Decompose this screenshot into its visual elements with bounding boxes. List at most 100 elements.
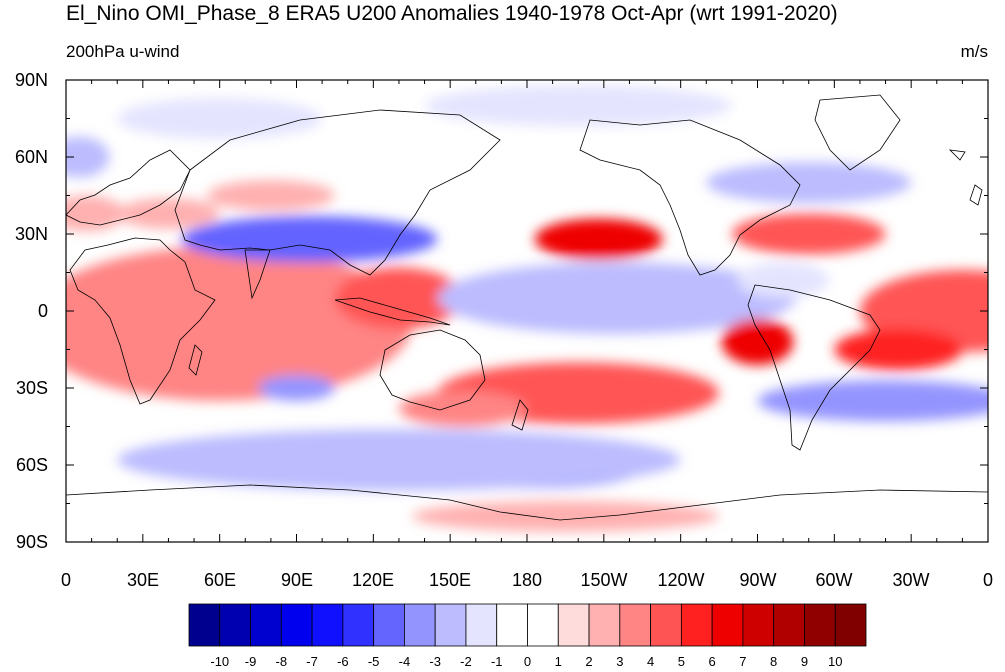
lon-label-8: 120W [657, 570, 705, 590]
map-title: El_Nino OMI_Phase_8 ERA5 U200 Anomalies … [66, 2, 838, 25]
lon-label-0: 0 [60, 570, 71, 590]
colorbar-box-8 [434, 603, 467, 647]
colorbar-label-3: -7 [306, 654, 318, 669]
colorbar-label-19: 9 [800, 654, 809, 669]
madagascar-coast [188, 344, 203, 376]
colorbar-label-8: -2 [460, 654, 472, 669]
colorbar-box-12 [557, 603, 590, 647]
colorbar [188, 603, 867, 647]
anomaly-blob-22 [834, 328, 963, 371]
india-coast [244, 249, 271, 300]
lon-label-2: 60E [203, 570, 237, 590]
colorbar-box-13 [588, 603, 621, 647]
colorbar-label-13: 3 [616, 654, 624, 669]
colorbar-box-17 [711, 603, 744, 647]
africa-coast [69, 237, 216, 405]
map-frame [65, 79, 989, 543]
colorbar-box-15 [650, 603, 682, 647]
lat-label-3: 0 [37, 301, 48, 321]
lat-label-2: 30N [14, 224, 48, 244]
colorbar-label-11: 1 [554, 654, 562, 669]
asia-coast [174, 109, 501, 276]
colorbar-label-2: -8 [275, 654, 288, 669]
indonesia-coast [334, 297, 451, 326]
colorbar-label-10: 0 [523, 654, 532, 669]
colorbar-box-1 [219, 603, 251, 647]
colorbar-label-14: 4 [646, 654, 655, 669]
lon-label-1: 30E [126, 570, 160, 590]
colorbar-label-1: -9 [244, 654, 257, 669]
lon-label-4: 120E [351, 570, 395, 590]
colorbar-label-9: -1 [490, 654, 503, 669]
anomaly-blob-3 [66, 246, 412, 401]
units-label: m/s [960, 42, 988, 61]
anomaly-field [66, 85, 988, 532]
colorbar-label-17: 7 [739, 654, 747, 669]
anomaly-blob-29 [117, 429, 681, 491]
colorbar-label-0: -10 [210, 654, 230, 669]
lat-label-4: 30S [15, 378, 48, 398]
coastlines [66, 94, 988, 521]
colorbar-box-0 [188, 603, 221, 647]
lat-label-1: 60N [14, 147, 48, 167]
colorbar-box-10 [496, 603, 528, 647]
anomaly-blob-27 [757, 380, 988, 422]
colorbar-label-16: 6 [708, 654, 716, 669]
colorbar-box-19 [773, 603, 805, 647]
colorbar-label-15: 5 [677, 654, 685, 669]
lon-label-3: 90E [280, 570, 314, 590]
colorbar-box-2 [250, 603, 282, 647]
lat-label-6: 90S [15, 532, 48, 552]
antarctica-coast [66, 484, 988, 521]
colorbar-label-4: -6 [337, 654, 349, 669]
colorbar-box-21 [834, 603, 867, 647]
anomaly-blob-14 [706, 162, 912, 204]
lon-label-11: 30W [892, 570, 930, 590]
anomaly-blob-20 [721, 318, 794, 365]
anomaly-blob-17 [534, 218, 663, 260]
south-america-coast [747, 284, 881, 451]
lon-label-7: 150W [580, 570, 628, 590]
anomaly-blob-10 [66, 195, 125, 232]
colorbar-label-18: 8 [770, 654, 778, 669]
colorbar-box-5 [342, 603, 375, 647]
colorbar-label-7: -3 [429, 654, 441, 669]
lon-label-9: 90W [739, 570, 777, 590]
lon-label-12: 0 [982, 570, 993, 590]
colorbar-label-5: -5 [367, 654, 380, 669]
anomaly-blob-30 [411, 500, 720, 532]
anomaly-blob-8 [117, 198, 220, 229]
greenland-coast [814, 94, 901, 171]
lon-label-10: 60W [815, 570, 853, 590]
anomaly-blob-13 [424, 85, 732, 127]
anomaly-blob-7 [66, 287, 143, 360]
anomaly-blob-16 [437, 262, 796, 335]
colorbar-box-18 [742, 603, 775, 647]
colorbar-box-20 [804, 603, 836, 647]
anomaly-blob-11 [66, 136, 110, 178]
colorbar-box-3 [280, 603, 313, 647]
colorbar-box-7 [404, 603, 436, 647]
anomaly-blob-9 [206, 180, 335, 211]
colorbar-label-6: -4 [398, 654, 411, 669]
colorbar-box-6 [373, 603, 405, 647]
lat-label-5: 60S [15, 455, 48, 475]
anomaly-blob-18 [731, 213, 886, 255]
colorbar-label-12: 2 [585, 654, 593, 669]
anomaly-blob-6 [334, 267, 463, 329]
colorbar-box-9 [465, 603, 498, 647]
anomaly-blob-5 [181, 216, 438, 263]
lat-label-0: 90N [14, 70, 48, 90]
colorbar-box-4 [311, 603, 344, 647]
anomaly-blob-12 [117, 97, 323, 140]
north-america-coast [579, 119, 801, 276]
newzealand-coast [511, 399, 529, 431]
anomaly-blob-19 [737, 262, 830, 299]
colorbar-label-20: 10 [827, 654, 843, 669]
colorbar-box-16 [680, 603, 713, 647]
anomaly-blob-26 [258, 375, 335, 401]
colorbar-box-14 [619, 603, 651, 647]
lon-label-6: 180 [511, 570, 543, 590]
variable-label: 200hPa u-wind [66, 42, 180, 61]
